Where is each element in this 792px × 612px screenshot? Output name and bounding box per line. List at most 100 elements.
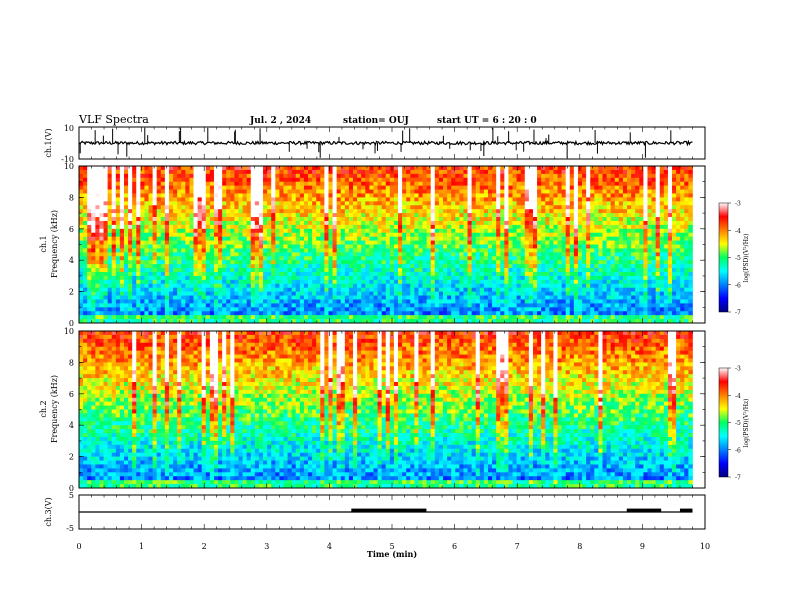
spectrogram-cell	[279, 244, 284, 249]
spectrogram-cell	[242, 217, 248, 222]
spectrogram-cell	[353, 311, 358, 316]
spectrogram-cell	[308, 193, 313, 198]
spectrogram-cell	[205, 315, 211, 320]
spectrogram-cell	[312, 311, 317, 316]
spectrogram-cell	[475, 271, 481, 277]
spectrogram-cell	[160, 260, 166, 265]
spectrogram-cell	[316, 189, 321, 194]
spectrogram-cell	[565, 275, 571, 281]
spectrogram-cell	[303, 268, 309, 273]
spectrogram-cell	[316, 275, 321, 281]
spectrogram-cell	[222, 209, 227, 214]
spectrogram-cell	[422, 173, 427, 179]
spectrogram-cell	[430, 181, 436, 186]
spectrogram-cell	[402, 264, 407, 269]
spectrogram-cell	[459, 189, 464, 194]
spectrogram-cell	[328, 295, 333, 300]
spectrogram-cell	[447, 205, 452, 210]
spectrogram-cell	[177, 275, 182, 281]
spectrogram-cell	[275, 169, 280, 175]
spectrogram-cell	[103, 311, 108, 316]
spectrogram-cell	[193, 173, 198, 179]
spectrogram-cell	[565, 213, 571, 218]
spectrogram-cell	[406, 275, 411, 281]
spectrogram-cell	[148, 299, 153, 304]
spectrogram-cell	[373, 166, 378, 171]
spectrogram-cell	[447, 252, 452, 257]
spectrogram-cell	[381, 295, 387, 300]
spectrogram-cell	[541, 299, 546, 304]
spectrogram-cell	[148, 271, 153, 277]
spectrogram-cell	[467, 268, 472, 273]
spectrogram-cell	[238, 252, 243, 257]
spectrogram-cell	[369, 197, 374, 202]
spectrogram-cell	[275, 173, 280, 179]
spectrogram-cell	[156, 264, 162, 269]
spectrogram-cell	[132, 209, 137, 214]
spectrogram-cell	[365, 166, 370, 171]
spectrogram-cell	[312, 244, 317, 249]
spectrogram-cell	[193, 220, 198, 226]
spectrogram-cell	[475, 275, 481, 281]
spectrogram-cell	[115, 291, 121, 296]
spectrogram-cell	[398, 268, 403, 273]
spectrogram-cell	[402, 315, 407, 320]
spectrogram-cell	[348, 299, 354, 304]
spectrogram-cell	[222, 177, 227, 183]
spectrogram-cell	[279, 185, 284, 190]
spectrogram-cell	[389, 283, 395, 289]
spectrogram-cell	[238, 244, 243, 249]
spectrogram-cell	[537, 252, 542, 257]
spectrogram-cell	[328, 260, 333, 265]
spectrogram-cell	[532, 213, 538, 218]
spectrogram-cell	[524, 315, 530, 320]
spectrogram-cell	[132, 193, 137, 198]
spectrogram-cell	[496, 166, 501, 171]
spectrogram-cell	[508, 275, 513, 281]
spectrogram-cell	[107, 224, 113, 230]
spectrogram-cell	[267, 189, 272, 194]
spectrogram-cell	[528, 260, 534, 265]
spectrogram-cell	[418, 224, 423, 230]
spectrogram-cell	[553, 319, 558, 324]
spectrogram-cell	[410, 189, 415, 194]
spectrogram-cell	[99, 213, 104, 218]
spectrogram-cell	[520, 181, 526, 186]
spectrogram-cell	[226, 287, 231, 292]
spectrogram-cell	[177, 244, 182, 249]
spectrogram-cell	[496, 260, 501, 265]
spectrogram-cell	[508, 256, 513, 261]
spectrogram-cell	[226, 311, 231, 316]
spectrogram-cell	[381, 185, 387, 190]
spectrogram-cell	[128, 256, 133, 261]
spectrogram-cell	[500, 268, 505, 273]
spectrogram-cell	[99, 252, 104, 257]
spectrogram-cell	[381, 228, 387, 234]
spectrogram-cell	[467, 201, 472, 206]
spectrogram-cell	[79, 275, 84, 281]
spectrogram-cell	[148, 244, 153, 249]
spectrogram-cell	[418, 291, 423, 296]
spectrogram-cell	[303, 236, 309, 241]
spectrogram-cell	[393, 264, 399, 269]
spectrogram-cell	[410, 209, 415, 214]
spectrogram-cell	[258, 240, 264, 245]
spectrogram-cell	[487, 169, 493, 175]
spectrogram-cell	[381, 279, 387, 285]
spectrogram-cell	[381, 256, 387, 261]
spectrogram-cell	[353, 177, 358, 183]
spectrogram-cell	[283, 166, 288, 171]
spectrogram-cell	[205, 209, 211, 214]
spectrogram-cell	[201, 169, 207, 175]
spectrogram-cell	[508, 283, 513, 289]
spectrogram-cell	[299, 244, 305, 249]
spectrogram-cell	[185, 201, 190, 206]
spectrogram-cell	[303, 193, 309, 198]
spectrogram-cell	[430, 256, 436, 261]
spectrogram-cell	[528, 217, 534, 222]
spectrogram-cell	[328, 303, 333, 308]
spectrogram-cell	[193, 205, 198, 210]
spectrogram-cell	[418, 295, 423, 300]
spectrogram-cell	[152, 264, 158, 269]
start-time-label: start UT = 6 : 20 : 0	[437, 116, 537, 126]
